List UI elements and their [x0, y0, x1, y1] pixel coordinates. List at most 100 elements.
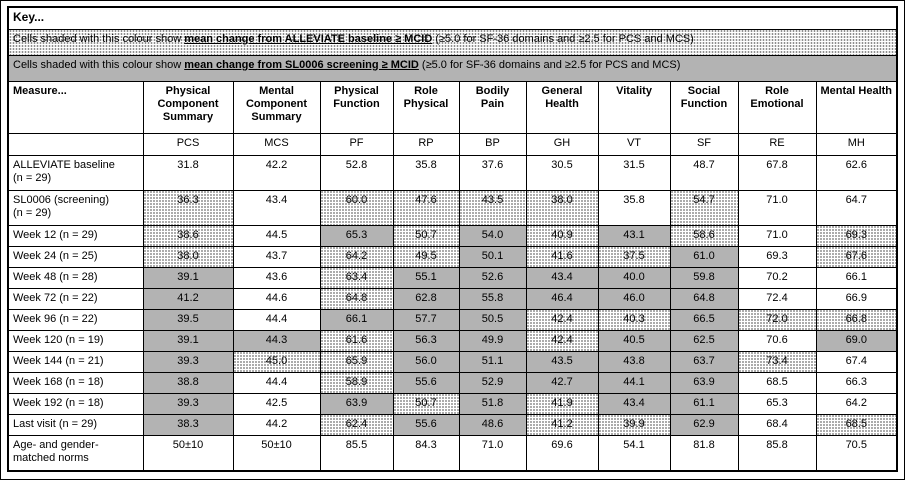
value-cell: 54.1 — [597, 434, 671, 472]
column-header-re: Role Emotional — [737, 80, 817, 134]
value-cell: 63.7 — [669, 350, 739, 373]
measure-header: Measure... — [7, 80, 144, 134]
value-cell: 68.5 — [815, 413, 898, 436]
value-cell: 49.9 — [458, 329, 527, 352]
value-cell: 42.5 — [232, 392, 321, 415]
value-cell: 37.6 — [458, 154, 527, 191]
value-cell: 67.6 — [815, 245, 898, 268]
value-cell: 35.8 — [392, 154, 460, 191]
value-cell: 43.1 — [597, 224, 671, 247]
value-cell: 73.4 — [737, 350, 817, 373]
table-row: Last visit (n = 29) 38.3 44.2 62.4 55.6 48.6 4… — [7, 413, 898, 436]
value-cell: 84.3 — [392, 434, 460, 472]
value-cell: 44.4 — [232, 371, 321, 394]
measure-label: Week 192 (n = 18) — [13, 396, 104, 409]
value-cell: 63.9 — [669, 371, 739, 394]
column-header-sf: Social Function — [669, 80, 739, 134]
value-cell: 43.7 — [232, 245, 321, 268]
column-abbr-sf: SF — [669, 132, 739, 156]
table-row: SL0006 (screening) (n = 29) 36.3 43.4 60.0 47… — [7, 189, 898, 226]
measure-label: Week 120 (n = 19) — [13, 333, 104, 346]
value-cell: 42.4 — [525, 329, 599, 352]
value-cell: 69.6 — [525, 434, 599, 472]
value-cell: 50±10 — [142, 434, 234, 472]
value-cell: 69.0 — [815, 329, 898, 352]
column-abbr-vt: VT — [597, 132, 671, 156]
table-row: Week 72 (n = 22) 41.2 44.6 64.8 62.8 55.8 46.4… — [7, 287, 898, 310]
measure-label: ALLEVIATE baseline — [13, 158, 115, 171]
value-cell: 38.8 — [142, 371, 234, 394]
value-cell: 44.1 — [597, 371, 671, 394]
measure-label: Week 168 (n = 18) — [13, 375, 104, 388]
value-cell: 50.7 — [392, 224, 460, 247]
value-cell: 58.6 — [669, 224, 739, 247]
value-cell: 50.7 — [392, 392, 460, 415]
measure-cell: Week 168 (n = 18) — [7, 371, 144, 394]
table-row: Week 12 (n = 29) 38.6 44.5 65.3 50.7 54.0 40.9… — [7, 224, 898, 247]
value-cell: 55.6 — [392, 371, 460, 394]
table-row: Week 48 (n = 28) 39.1 43.6 63.4 55.1 52.6 43.4… — [7, 266, 898, 289]
column-abbr-bp: BP — [458, 132, 527, 156]
value-cell: 62.5 — [669, 329, 739, 352]
column-header-vt: Vitality — [597, 80, 671, 134]
measure-cell: Week 144 (n = 21) — [7, 350, 144, 373]
measure-cell: Week 120 (n = 19) — [7, 329, 144, 352]
column-abbr-mh: MH — [815, 132, 898, 156]
value-cell: 67.4 — [815, 350, 898, 373]
sf36-table: Key... Cells shaded with this colour sho… — [7, 6, 899, 472]
value-cell: 41.2 — [525, 413, 599, 436]
measure-cell: Week 12 (n = 29) — [7, 224, 144, 247]
value-cell: 39.3 — [142, 350, 234, 373]
value-cell: 38.3 — [142, 413, 234, 436]
table-row: Week 168 (n = 18) 38.8 44.4 58.9 55.6 52.9 42.… — [7, 371, 898, 394]
column-header-mcs: Mental Component Summary — [232, 80, 321, 134]
value-cell: 50.1 — [458, 245, 527, 268]
value-cell: 44.4 — [232, 308, 321, 331]
measure-cell: Week 72 (n = 22) — [7, 287, 144, 310]
key-light-text: Cells shaded with this colour show mean … — [7, 28, 898, 56]
value-cell: 50.5 — [458, 308, 527, 331]
measure-cell: Week 48 (n = 28) — [7, 266, 144, 289]
value-cell: 52.9 — [458, 371, 527, 394]
measure-abbr-spacer — [7, 132, 144, 156]
column-abbr-rp: RP — [392, 132, 460, 156]
value-cell: 54.7 — [669, 189, 739, 226]
key-light-row: Cells shaded with this colour show mean … — [7, 28, 898, 56]
column-header-mh: Mental Health — [815, 80, 898, 134]
value-cell: 64.2 — [815, 392, 898, 415]
column-header-pcs: Physical Component Summary — [142, 80, 234, 134]
value-cell: 43.4 — [597, 392, 671, 415]
value-cell: 71.0 — [458, 434, 527, 472]
measure-label: Week 72 (n = 22) — [13, 291, 98, 304]
value-cell: 61.6 — [319, 329, 394, 352]
value-cell: 64.2 — [319, 245, 394, 268]
value-cell: 38.6 — [142, 224, 234, 247]
value-cell: 51.8 — [458, 392, 527, 415]
value-cell: 47.6 — [392, 189, 460, 226]
value-cell: 43.6 — [232, 266, 321, 289]
value-cell: 39.1 — [142, 266, 234, 289]
value-cell: 39.9 — [597, 413, 671, 436]
value-cell: 58.9 — [319, 371, 394, 394]
value-cell: 40.9 — [525, 224, 599, 247]
value-cell: 62.6 — [815, 154, 898, 191]
value-cell: 56.0 — [392, 350, 460, 373]
measure-cell: Week 192 (n = 18) — [7, 392, 144, 415]
value-cell: 66.1 — [815, 266, 898, 289]
value-cell: 66.8 — [815, 308, 898, 331]
value-cell: 30.5 — [525, 154, 599, 191]
value-cell: 40.3 — [597, 308, 671, 331]
table-row: Age- and gender-matched norms 50±10 50±10 8… — [7, 434, 898, 472]
value-cell: 72.0 — [737, 308, 817, 331]
value-cell: 67.8 — [737, 154, 817, 191]
value-cell: 43.5 — [458, 189, 527, 226]
value-cell: 44.6 — [232, 287, 321, 310]
value-cell: 56.3 — [392, 329, 460, 352]
value-cell: 69.3 — [815, 224, 898, 247]
measure-label-line2: (n = 29) — [13, 206, 52, 219]
table-row: Week 192 (n = 18) 39.3 42.5 63.9 50.7 51.8 41.… — [7, 392, 898, 415]
table-row: Week 96 (n = 22) 39.5 44.4 66.1 57.7 50.5 42.4… — [7, 308, 898, 331]
measure-label: Week 144 (n = 21) — [13, 354, 104, 367]
key-light-prefix: Cells shaded with this colour show — [13, 32, 185, 45]
